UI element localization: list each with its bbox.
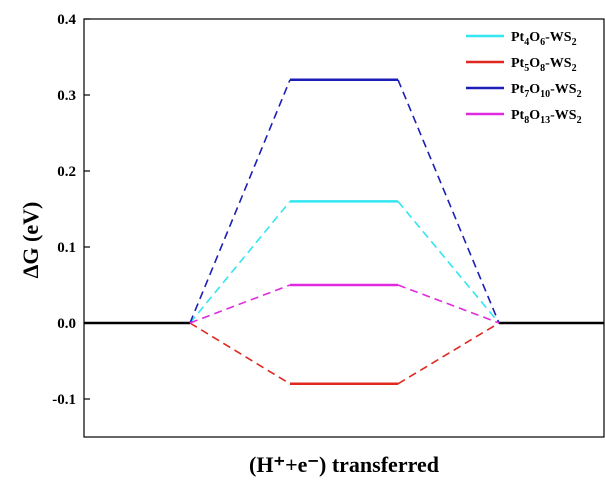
y-tick-label: 0.0 <box>57 316 76 332</box>
series-connector-left <box>189 322 291 385</box>
legend-text-part: Pt <box>511 30 525 45</box>
legend-label: Pt4O6-WS2 <box>511 30 577 48</box>
legend-subscript: 6 <box>540 37 545 48</box>
series-connector-right <box>397 322 500 385</box>
legend-text-part: O <box>529 56 540 71</box>
series-connector-right <box>397 284 500 324</box>
legend-text-part: -WS <box>550 108 577 123</box>
legend-text-part: O <box>529 30 540 45</box>
x-axis-title: (H⁺+e⁻) transferred <box>249 452 439 477</box>
legend-label: Pt5O8-WS2 <box>511 56 577 74</box>
legend-label: Pt8O13-WS2 <box>511 108 582 126</box>
legend-text-part: O <box>529 82 540 97</box>
legend-text-part: -WS <box>545 30 572 45</box>
legend-subscript: 5 <box>524 63 529 74</box>
series-Pt7O10-WS2 <box>189 78 500 324</box>
legend-text-part: O <box>529 108 540 123</box>
y-tick-label: 0.2 <box>57 164 76 180</box>
legend-entry: Pt8O13-WS2 <box>466 108 582 126</box>
legend-text-part: -WS <box>545 56 572 71</box>
series-connector-right <box>397 200 500 324</box>
axes: -0.1 0.0 0.1 0.2 0.3 0.4 <box>52 12 605 438</box>
plot-frame <box>83 18 605 438</box>
series-Pt4O6-WS2 <box>189 200 500 324</box>
legend-text-part: -WS <box>550 82 577 97</box>
legend-text-part: Pt <box>511 82 525 97</box>
legend-entry: Pt4O6-WS2 <box>466 30 577 48</box>
legend-subscript: 7 <box>524 89 529 100</box>
series-connector-left <box>189 200 291 324</box>
series-connector-left <box>189 79 291 324</box>
legend-subscript: 8 <box>540 63 545 74</box>
legend-entry: Pt5O8-WS2 <box>466 56 577 74</box>
legend-subscript: 4 <box>524 37 529 48</box>
legend-subscript: 8 <box>524 115 529 126</box>
plot-area <box>84 78 604 386</box>
series-connector-left <box>189 284 291 324</box>
legend-subscript: 2 <box>577 89 582 100</box>
y-tick-label: 0.3 <box>57 88 76 104</box>
series-connector-right <box>397 79 500 324</box>
legend-text-part: Pt <box>511 108 525 123</box>
legend-subscript: 2 <box>572 63 577 74</box>
y-axis-title: ΔG (eV) <box>18 202 43 279</box>
y-tick-label: 0.1 <box>57 240 76 256</box>
legend-text-part: Pt <box>511 56 525 71</box>
y-tick-label: -0.1 <box>52 392 76 408</box>
legend-subscript: 2 <box>572 37 577 48</box>
legend-entry: Pt7O10-WS2 <box>466 82 582 100</box>
legend-subscript: 10 <box>540 89 550 100</box>
series-Pt5O8-WS2 <box>189 322 500 386</box>
legend-label: Pt7O10-WS2 <box>511 82 582 100</box>
y-tick-label: 0.4 <box>57 12 76 28</box>
legend-subscript: 2 <box>577 115 582 126</box>
legend-subscript: 13 <box>540 115 550 126</box>
series-Pt8O13-WS2 <box>189 283 500 324</box>
